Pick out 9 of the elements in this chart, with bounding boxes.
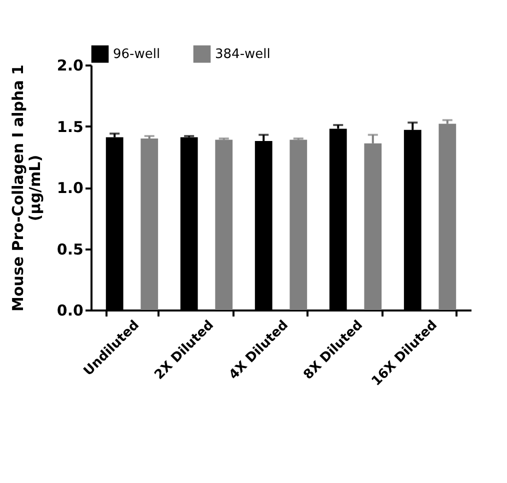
- y-tick-label: 1.0: [56, 179, 84, 197]
- legend-label: 96-well: [113, 47, 160, 62]
- bar: [438, 124, 456, 310]
- y-tick-label: 2.0: [56, 56, 84, 74]
- y-tick-label: 0.0: [56, 302, 84, 320]
- legend-label: 384-well: [215, 47, 270, 62]
- y-tick-label: 0.5: [56, 240, 84, 258]
- y-axis-title: Mouse Pro-Collagen I alpha 1 (μg/mL): [8, 64, 44, 312]
- y-tick-label: 1.5: [56, 118, 84, 136]
